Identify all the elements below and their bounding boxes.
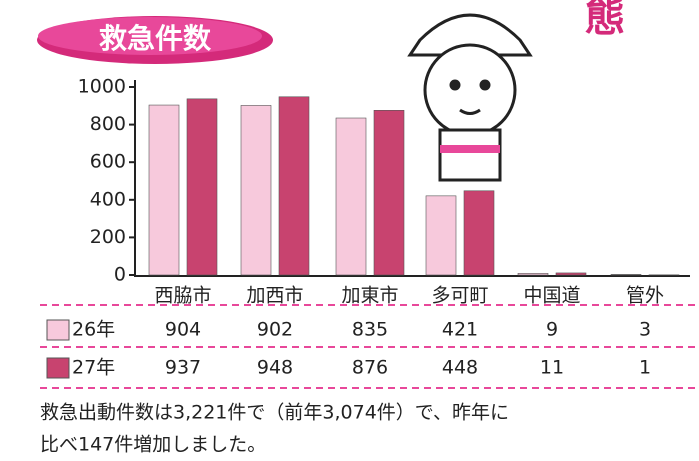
table-value: 876 <box>352 357 388 379</box>
bar <box>611 274 641 275</box>
table-value: 948 <box>257 357 293 379</box>
x-tick-label: 中国道 <box>523 285 580 307</box>
chart-title: 救急件数 <box>99 22 212 55</box>
table-value: 421 <box>442 319 478 341</box>
legend-swatch <box>47 320 69 340</box>
table-value: 9 <box>546 319 558 341</box>
x-tick-label: 多可町 <box>431 285 488 307</box>
header-fragment: 態 <box>585 0 625 41</box>
y-tick-label: 1000 <box>78 76 126 98</box>
table-value: 835 <box>352 319 388 341</box>
y-tick-label: 400 <box>90 188 126 210</box>
bar <box>279 97 309 275</box>
table-value: 904 <box>165 319 201 341</box>
x-tick-label: 管外 <box>626 285 664 307</box>
note-line: 比べ147件増加しました。 <box>40 434 266 456</box>
x-tick-label: 西脇市 <box>154 285 211 307</box>
bar <box>374 110 404 275</box>
bar <box>556 273 586 275</box>
note-line: 救急出動件数は3,221件で（前年3,074件）で、昨年に <box>40 402 509 424</box>
bar <box>336 118 366 275</box>
legend-label: 27年 <box>72 357 115 379</box>
y-tick-label: 800 <box>90 113 126 135</box>
y-tick-label: 600 <box>90 151 126 173</box>
table-value: 3 <box>639 319 651 341</box>
bar <box>518 273 548 275</box>
table-value: 937 <box>165 357 201 379</box>
table-value: 1 <box>639 357 651 379</box>
table-value: 448 <box>442 357 478 379</box>
bar <box>241 105 271 275</box>
bar <box>426 196 456 275</box>
legend-label: 26年 <box>72 319 115 341</box>
x-tick-label: 加西市 <box>246 285 303 307</box>
legend-swatch <box>47 358 69 378</box>
y-tick-label: 0 <box>114 264 126 286</box>
y-tick-label: 200 <box>90 226 126 248</box>
bar <box>149 105 179 275</box>
x-tick-label: 加東市 <box>341 285 398 307</box>
mascot <box>410 15 530 180</box>
bar <box>464 191 494 275</box>
table-value: 11 <box>540 357 564 379</box>
table-value: 902 <box>257 319 293 341</box>
bar <box>187 99 217 275</box>
chart: 救急件数 態 0 200 400 600 800 1000 西脇市 加西市 加東市 多可町 中国道 管… <box>0 0 699 461</box>
